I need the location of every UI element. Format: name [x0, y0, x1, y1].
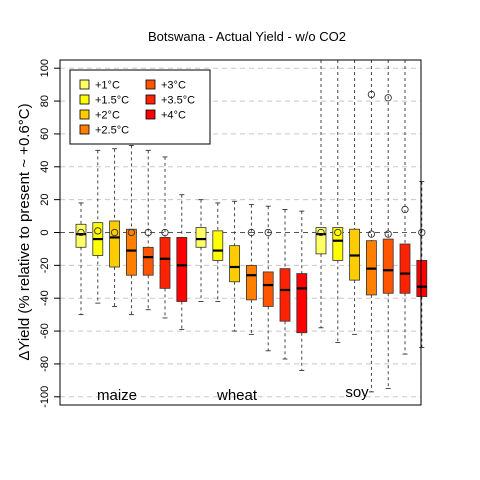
box-wheat-0 — [195, 199, 207, 302]
mean-marker — [127, 228, 136, 237]
y-tick-label: 80 — [39, 95, 51, 107]
legend-swatch — [145, 94, 156, 105]
box-wheat-4 — [262, 205, 274, 352]
box-wheat-6 — [296, 210, 308, 371]
box-soy-2 — [349, 60, 361, 335]
box-maize-3 — [126, 144, 137, 316]
y-tick-label: 40 — [39, 161, 51, 173]
box-soy-1 — [332, 60, 344, 344]
y-tick-label: 60 — [39, 128, 51, 140]
iqr-box — [212, 230, 224, 261]
box-maize-6 — [176, 194, 188, 330]
box-maize-0 — [75, 202, 87, 316]
legend-box — [69, 69, 211, 145]
group-label-maize: maize — [97, 387, 137, 404]
y-tick-label: 0 — [39, 229, 51, 235]
group-label-soy: soy — [345, 384, 369, 401]
group-soy — [315, 60, 428, 393]
legend-label: +3°C — [161, 80, 186, 92]
box-wheat-5 — [279, 209, 291, 360]
legend-swatch — [79, 94, 90, 105]
box-soy-4 — [382, 60, 394, 390]
y-tick-label: -40 — [39, 290, 51, 306]
outlier-point — [367, 90, 376, 99]
iqr-box — [399, 243, 411, 294]
mean-marker — [384, 230, 392, 238]
y-tick-label: 100 — [39, 59, 51, 77]
box-soy-0 — [315, 60, 327, 329]
legend-label: +2.5°C — [95, 125, 129, 137]
mean-marker — [77, 228, 85, 237]
group-label-wheat: wheat — [216, 387, 258, 404]
box-soy-5 — [399, 60, 411, 355]
box-plots — [75, 60, 428, 393]
y-axis-label: ΔYield (% relative to present ~ +0.6°C) — [16, 103, 33, 360]
box-wheat-3 — [245, 204, 257, 335]
iqr-box — [109, 220, 120, 268]
iqr-box — [245, 264, 257, 301]
group-wheat — [195, 199, 308, 371]
iqr-box — [416, 260, 428, 297]
mean-marker — [418, 228, 426, 237]
iqr-box — [229, 245, 241, 283]
y-tick-label: -80 — [39, 356, 51, 372]
mean-marker — [401, 205, 409, 214]
y-tick-label: -100 — [39, 386, 51, 408]
legend-label: +2°C — [95, 110, 120, 122]
iqr-box — [159, 237, 171, 289]
mean-marker — [367, 230, 376, 238]
chart-title: Botswana - Actual Yield - w/o CO2 — [148, 29, 346, 44]
legend-swatch — [79, 79, 90, 90]
legend-label: +3.5°C — [161, 95, 195, 107]
mean-marker — [317, 228, 325, 237]
legend-swatch — [145, 79, 156, 90]
legend-label: +1°C — [95, 80, 120, 92]
legend-swatch — [79, 109, 90, 120]
mean-marker — [264, 228, 272, 237]
y-axis: -100 -80 -60 -40 -20 0 20 40 60 80 100 — [39, 59, 60, 408]
outlier-point — [384, 94, 392, 102]
gridlines — [60, 67, 421, 398]
box-maize-1 — [92, 149, 104, 304]
box-wheat-2 — [229, 200, 241, 332]
iqr-box — [176, 237, 188, 302]
iqr-box — [315, 227, 327, 255]
iqr-box — [296, 273, 308, 334]
box-maize-2 — [109, 148, 120, 307]
box-maize-5 — [159, 156, 171, 319]
mean-marker — [94, 227, 102, 235]
crop-group-labels: maize wheat soy — [97, 384, 369, 404]
mean-marker — [110, 228, 119, 237]
legend: +1°C +1.5°C +2°C +2.5°C +3°C +3.5°C +4°C — [69, 69, 211, 145]
legend-label: +4°C — [161, 110, 186, 122]
box-soy-6 — [416, 181, 428, 348]
box-maize-4 — [142, 149, 154, 311]
iqr-box — [142, 246, 154, 276]
legend-swatch — [145, 109, 156, 120]
y-tick-label: -20 — [39, 257, 51, 273]
iqr-box — [195, 227, 207, 248]
box-wheat-1 — [212, 202, 224, 302]
iqr-box — [279, 268, 291, 322]
y-tick-label: 20 — [39, 194, 51, 206]
mean-marker — [247, 228, 256, 237]
group-maize — [75, 144, 188, 330]
mean-marker — [334, 228, 342, 237]
y-tick-label: -60 — [39, 323, 51, 339]
iqr-box — [332, 227, 344, 261]
legend-swatch — [79, 124, 90, 135]
mean-marker — [161, 228, 169, 237]
box-soy-3 — [365, 60, 377, 393]
mean-marker — [144, 228, 152, 237]
iqr-box — [262, 271, 274, 307]
legend-label: +1.5°C — [95, 95, 129, 107]
iqr-box — [382, 238, 394, 294]
